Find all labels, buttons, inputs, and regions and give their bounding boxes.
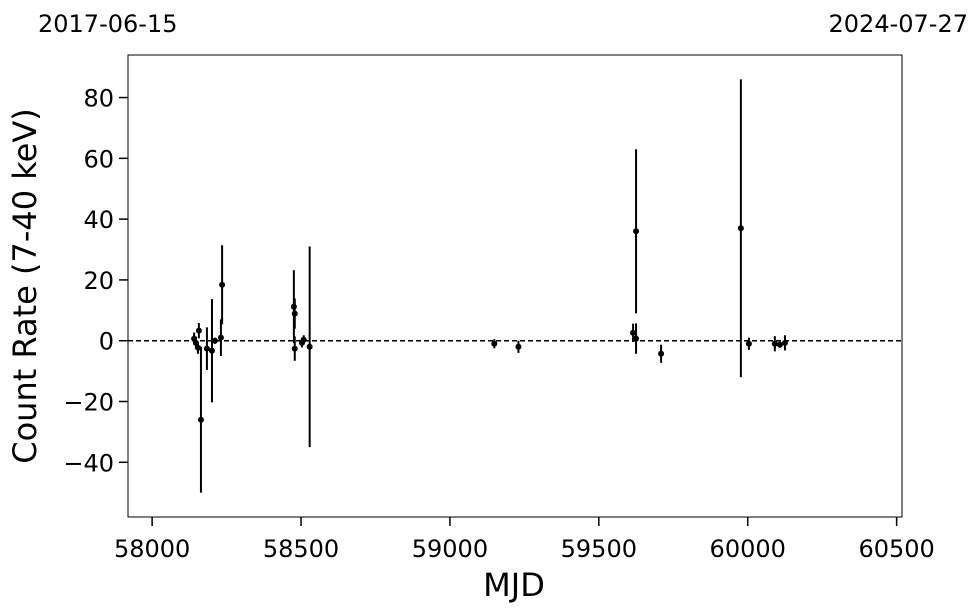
y-tick-label: 80: [83, 85, 114, 113]
data-point: [633, 335, 640, 342]
data-point: [306, 343, 313, 350]
x-tick-label: 59000: [412, 535, 488, 563]
data-point: [194, 344, 201, 351]
x-tick-label: 58000: [114, 535, 190, 563]
data-point: [219, 281, 226, 288]
data-point: [745, 340, 752, 347]
data-point: [217, 334, 224, 341]
data-point: [211, 337, 218, 344]
y-tick-label: 20: [83, 267, 114, 295]
x-tick-label: 60500: [858, 535, 934, 563]
x-tick-label: 60000: [710, 535, 786, 563]
y-tick-label: −40: [63, 449, 114, 477]
data-point: [203, 345, 210, 352]
x-tick-label: 58500: [263, 535, 339, 563]
data-point: [291, 310, 298, 317]
y-axis-label: Count Rate (7-40 keV): [6, 108, 44, 463]
data-point: [300, 336, 307, 343]
y-tick-label: 40: [83, 206, 114, 234]
data-point: [737, 225, 744, 232]
data-point: [491, 340, 498, 347]
data-point: [658, 350, 665, 357]
end-date: 2024-07-27: [829, 10, 968, 38]
start-date: 2017-06-15: [38, 10, 177, 38]
y-tick-label: 60: [83, 145, 114, 173]
data-point: [630, 329, 637, 336]
y-tick-label: −20: [63, 389, 114, 417]
data-point: [197, 416, 204, 423]
x-axis-label: MJD: [483, 566, 545, 604]
y-tick-label: 0: [99, 328, 114, 356]
data-point: [776, 341, 783, 348]
data-point: [781, 339, 788, 346]
data-point: [633, 228, 640, 235]
data-point: [515, 343, 522, 350]
data-point: [771, 340, 778, 347]
x-tick-label: 59500: [561, 535, 637, 563]
plot-frame: [127, 54, 903, 518]
data-point: [208, 347, 215, 354]
data-point: [195, 327, 202, 334]
data-point: [291, 345, 298, 352]
